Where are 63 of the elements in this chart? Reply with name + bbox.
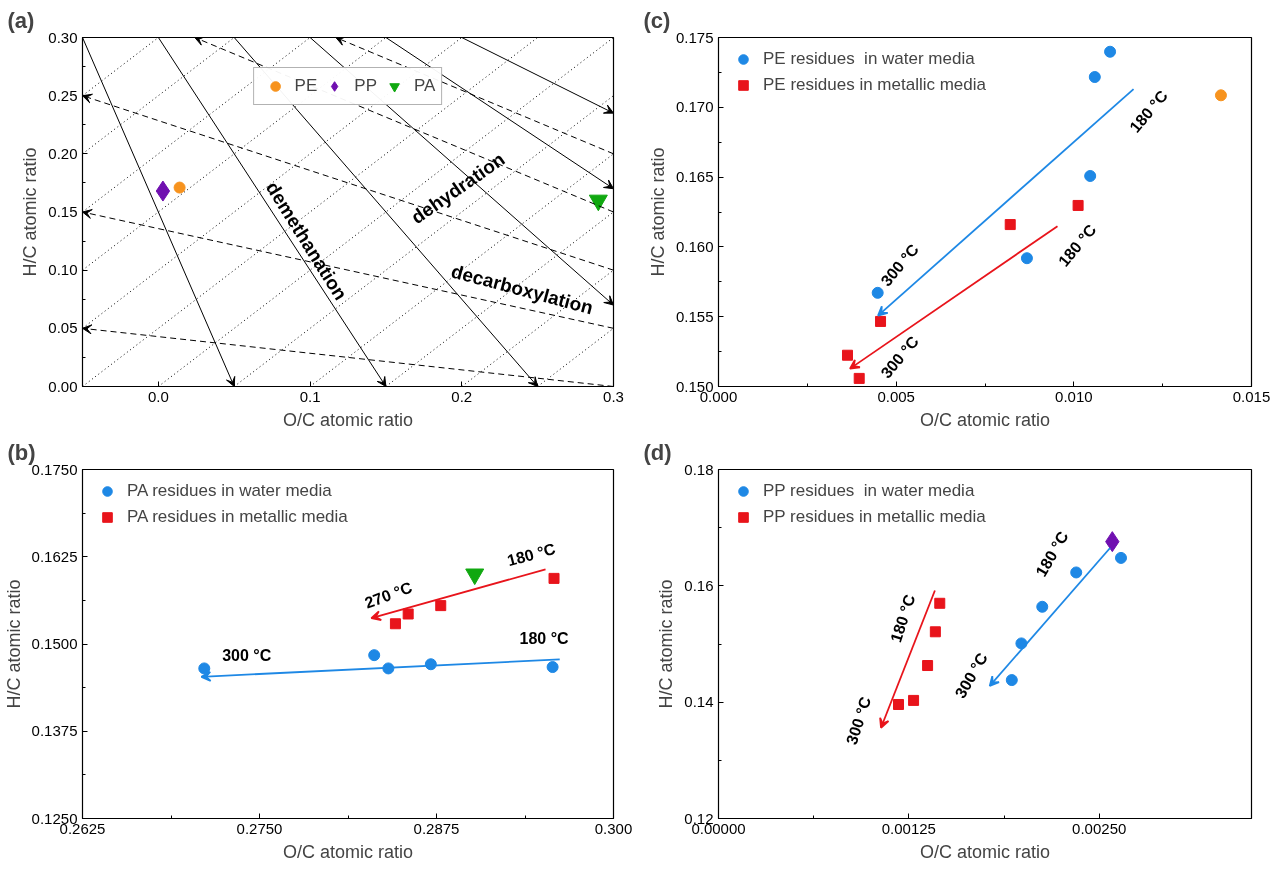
annotation: 300 °C [877, 240, 923, 290]
annotation: 300 °C [951, 649, 992, 701]
chart-title: (a) [7, 7, 35, 33]
x-tick-label: 0.00125 [881, 819, 936, 837]
x-tick-label: 0.300 [594, 819, 633, 837]
y-axis-title: H/C atomic ratio [656, 579, 677, 709]
y-tick-label: 0.1375 [31, 722, 78, 740]
x-tick-label: 0.2875 [413, 819, 460, 837]
annotation: 180 °C [887, 592, 919, 645]
annotation: 300 °C [222, 646, 272, 664]
x-tick-label: 0.0 [147, 387, 169, 405]
chart-title: (b) [7, 439, 36, 465]
annotation: 300 °C [877, 332, 923, 382]
y-tick-label: 0.165 [675, 168, 714, 186]
y-tick-label: 0.175 [675, 28, 714, 46]
chart-title: (c) [643, 7, 671, 33]
y-tick-label: 0.20 [48, 144, 78, 162]
y-tick-label: 0.00 [48, 377, 78, 395]
x-axis-title: O/C atomic ratio [282, 409, 414, 430]
y-tick-label: 0.170 [675, 98, 714, 116]
legend-label: PE residues in water media [763, 49, 975, 69]
annotation: 270 °C [362, 578, 415, 612]
x-axis-title: O/C atomic ratio [919, 409, 1051, 430]
x-axis-title: O/C atomic ratio [919, 841, 1051, 862]
legend-label: PE residues in metallic media [763, 75, 986, 95]
x-tick-label: 0.015 [1232, 387, 1271, 405]
y-tick-label: 0.25 [48, 86, 78, 104]
x-tick-label: 0.2 [451, 387, 473, 405]
y-tick-label: 0.155 [675, 307, 714, 325]
y-axis-title: H/C atomic ratio [647, 147, 668, 277]
y-tick-label: 0.18 [684, 460, 714, 478]
annotation: 180 °C [1032, 528, 1072, 580]
y-tick-label: 0.16 [684, 576, 714, 594]
x-tick-label: 0.00250 [1072, 819, 1127, 837]
x-tick-label: 0.2750 [236, 819, 283, 837]
y-tick-label: 0.10 [48, 261, 78, 279]
y-tick-label: 0.30 [48, 28, 78, 46]
legend-label: PA residues in metallic media [127, 507, 348, 527]
x-axis-title: O/C atomic ratio [282, 841, 414, 862]
legend-label: PP residues in water media [763, 481, 975, 501]
y-tick-label: 0.1500 [31, 635, 78, 652]
x-tick-label: 0.010 [1055, 387, 1093, 405]
legend-label: PP [354, 76, 377, 96]
legend-label: PA [413, 76, 436, 96]
legend-label: PA residues in water media [127, 481, 332, 501]
x-tick-label: 0.1 [299, 387, 321, 405]
y-tick-label: 0.160 [675, 237, 714, 255]
y-axis-title: H/C atomic ratio [20, 147, 41, 277]
y-tick-label: 0.14 [684, 693, 714, 711]
annotation: 180 °C [519, 629, 570, 647]
annotation: 180 °C [1126, 86, 1172, 136]
annotation: 180 °C [1054, 220, 1100, 270]
legend-label: PE [294, 76, 318, 96]
y-axis-title: H/C atomic ratio [3, 579, 24, 709]
annotation: 300 °C [842, 694, 875, 747]
x-tick-label: 0.005 [877, 387, 915, 405]
y-tick-label: 0.05 [48, 319, 78, 337]
y-tick-label: 0.15 [48, 203, 78, 220]
chart-title: (d) [643, 439, 672, 465]
x-tick-label: 0.3 [603, 387, 624, 405]
annotation: 180 °C [505, 539, 558, 570]
legend-label: PP residues in metallic media [763, 507, 986, 527]
y-tick-label: 0.1625 [31, 547, 78, 565]
